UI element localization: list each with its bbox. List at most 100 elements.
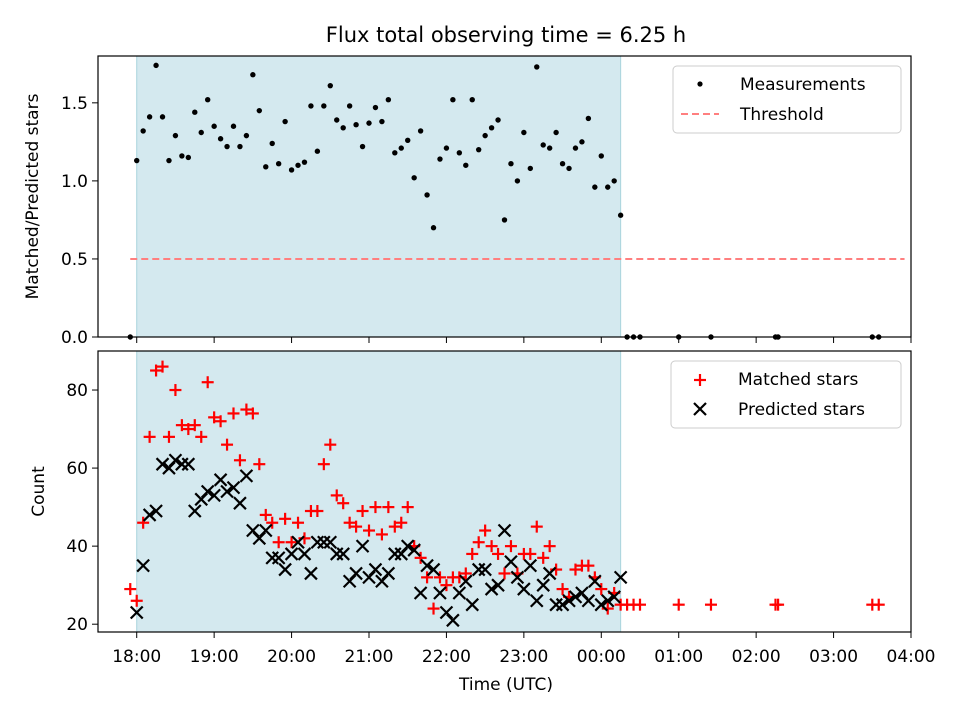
matched-star-point (169, 384, 182, 397)
measurement-point (540, 142, 546, 148)
predicted-star-point (459, 574, 473, 589)
measurement-point (288, 167, 295, 173)
predicted-star-point (200, 484, 215, 499)
measurement-point (340, 125, 346, 131)
predicted-star-point (588, 574, 602, 589)
matched-star-point (401, 501, 414, 514)
measurement-point (230, 123, 237, 129)
x-tick-label: 23:00 (499, 647, 548, 667)
measurement-point (617, 212, 624, 218)
matched-star-point (427, 602, 440, 615)
measurement-point (282, 118, 288, 125)
x-tick-label: 04:00 (887, 647, 936, 667)
predicted-star-point (465, 597, 480, 612)
measurement-point (424, 192, 430, 198)
measurement-point (566, 165, 572, 172)
legend-predicted-label: Predicted stars (738, 400, 865, 420)
matched-star-point (233, 454, 246, 467)
matched-star-point (124, 583, 137, 596)
measurement-point (166, 157, 172, 164)
predicted-star-point (258, 523, 273, 538)
measurement-point (521, 129, 527, 136)
predicted-star-point (420, 558, 434, 573)
predicted-star-point (568, 590, 583, 604)
predicted-star-point (239, 469, 254, 483)
measurement-point (437, 156, 443, 162)
matched-star-point (543, 540, 556, 553)
matched-star-point (421, 571, 434, 584)
measurement-point (327, 82, 333, 89)
measurement-point (366, 120, 372, 126)
matched-star-point (246, 407, 259, 420)
measurement-point (385, 97, 392, 103)
predicted-star-point (168, 453, 183, 468)
measurement-point (204, 97, 211, 103)
chart-title: Flux total observing time = 6.25 h (326, 23, 686, 47)
predicted-star-point (233, 496, 247, 510)
predicted-star-point (446, 613, 460, 628)
measurement-point (301, 159, 308, 165)
matched-star-point (582, 559, 595, 572)
predicted-star-point (355, 539, 370, 553)
measurement-point (475, 146, 482, 153)
matched-star-point (317, 458, 330, 471)
measurement-point (321, 103, 327, 109)
measurement-point (572, 145, 579, 151)
matched-star-point (382, 501, 395, 514)
measurement-point (585, 115, 592, 122)
measurement-point (430, 225, 437, 231)
measurement-point (185, 154, 192, 161)
x-tick-label: 19:00 (190, 647, 239, 667)
count-y-tick-label: 60 (66, 459, 88, 479)
count-axes-frame (97, 350, 912, 633)
predicted-star-point (226, 480, 241, 495)
matched-star-point (472, 536, 485, 549)
matched-star-point (279, 512, 292, 525)
matched-star-point (182, 423, 195, 436)
x-tick-label: 18:00 (112, 647, 161, 667)
legend-matched-label: Matched stars (738, 370, 858, 390)
matched-star-point (221, 438, 234, 451)
matched-star-point (672, 598, 685, 611)
predicted-star-point (188, 504, 202, 518)
matched-star-point (537, 551, 550, 564)
matched-star-point (524, 547, 537, 560)
predicted-star-point (523, 558, 538, 573)
predicted-star-point (400, 539, 415, 553)
predicted-star-point (271, 551, 286, 565)
count-legend-box (670, 360, 902, 429)
measurement-point (237, 143, 243, 150)
matched-star-point (498, 567, 511, 580)
x-tick-label: 00:00 (577, 647, 626, 667)
ratio-legend-box (672, 65, 902, 134)
legend-matched-marker (694, 374, 706, 386)
predicted-star-point (613, 570, 628, 585)
measurement-point (598, 153, 604, 159)
predicted-star-point (284, 547, 299, 561)
predicted-star-point (278, 562, 292, 577)
matched-star-point (253, 458, 266, 471)
matched-star-point (292, 516, 305, 529)
predicted-star-point (510, 570, 525, 585)
count-panel: 20 40 60 80 18:00 19:00 20:00 21:00 22:00 23:00 00… (29, 350, 936, 695)
predicted-star-point (368, 562, 383, 577)
measurement-point (514, 178, 521, 184)
predicted-star-point (381, 566, 396, 581)
ratio-y-axis-label: Matched/Predicted stars (23, 93, 43, 299)
predicted-star-point (542, 566, 557, 581)
matched-star-point (395, 516, 408, 529)
measurement-point (398, 145, 404, 151)
measurement-point (256, 107, 263, 114)
legend-predicted-marker (693, 402, 707, 416)
legend-measurements-marker (697, 81, 703, 87)
matched-star-point (530, 520, 543, 533)
measurement-point (527, 165, 534, 172)
measurement-point (346, 103, 353, 109)
ratio-axes-frame (97, 55, 912, 338)
measurement-point (159, 114, 166, 120)
matched-star-point (259, 508, 272, 521)
measurement-point (508, 161, 514, 167)
matched-star-point (324, 438, 337, 451)
measurement-point (179, 153, 185, 159)
matched-star-point (311, 505, 324, 518)
